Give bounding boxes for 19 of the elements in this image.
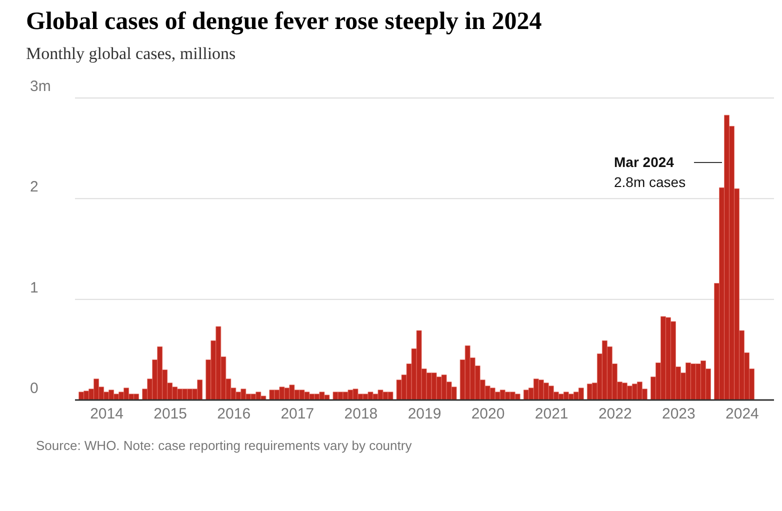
x-tick-label: 2021 xyxy=(534,406,568,423)
x-tick-label: 2015 xyxy=(154,406,188,423)
x-tick-label: 2019 xyxy=(408,406,442,423)
x-tick-label: 2018 xyxy=(344,406,378,423)
y-tick-label: 2 xyxy=(30,178,38,196)
source-note: Source: WHO. Note: case reporting requirements vary by country xyxy=(36,438,413,453)
x-tick-label: 2022 xyxy=(598,406,632,423)
x-tick-label: 2023 xyxy=(662,406,696,423)
x-tick-label: 2024 xyxy=(726,406,759,423)
chart-title: Global cases of dengue fever rose steeply in 2024 xyxy=(26,8,543,36)
x-tick-label: 2020 xyxy=(471,406,505,423)
x-tick-label: 2014 xyxy=(90,406,124,423)
y-tick-label: 3m xyxy=(30,78,51,95)
chart-subtitle: Monthly global cases, millions xyxy=(26,44,237,64)
y-tick-label: 0 xyxy=(30,380,38,397)
y-tick-label: 1 xyxy=(30,279,38,296)
annotation: Mar 2024 2.8m cases xyxy=(614,153,686,192)
x-tick-label: 2016 xyxy=(217,406,251,423)
x-tick-label: 2017 xyxy=(280,406,314,423)
